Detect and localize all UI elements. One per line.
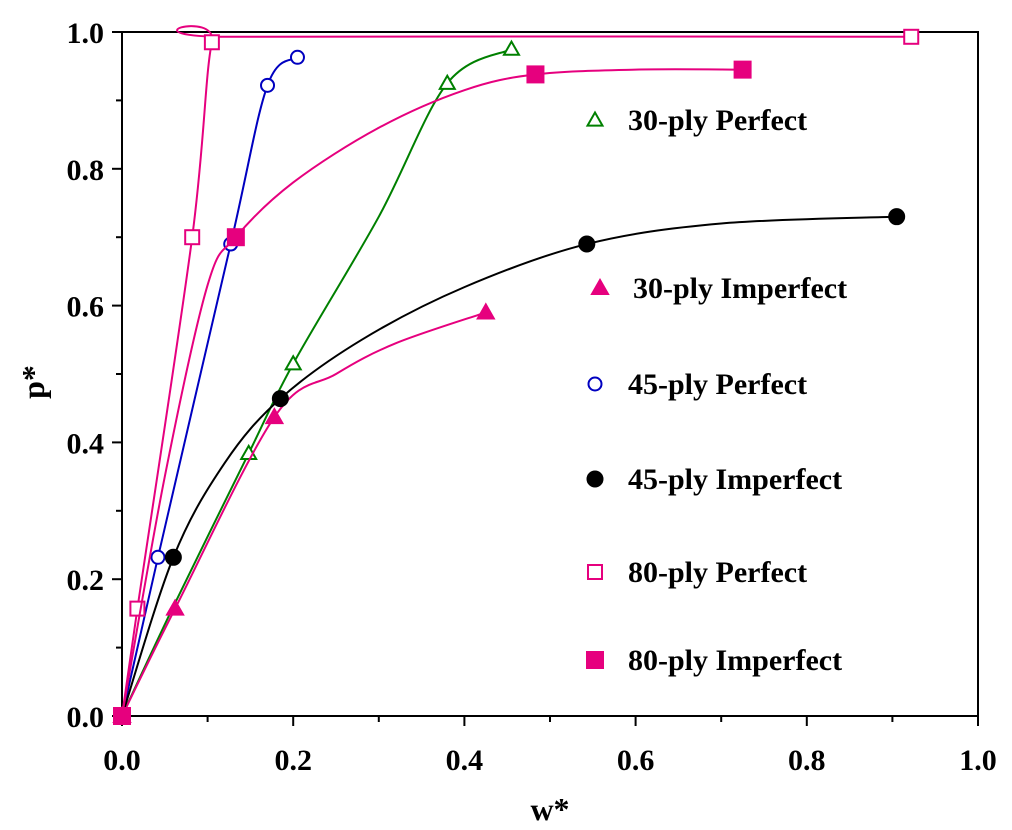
y-tick-label: 0.0 xyxy=(67,701,105,734)
data-point xyxy=(164,548,182,566)
legend-marker xyxy=(586,470,604,488)
legend-entry: 45-ply Perfect xyxy=(587,368,807,401)
legend-marker xyxy=(587,376,603,392)
y-tick-label: 0.2 xyxy=(67,564,105,597)
legend-label: 80-ply Imperfect xyxy=(628,644,842,677)
x-tick-label: 0.6 xyxy=(617,744,655,777)
legend-entry: 80-ply Imperfect xyxy=(586,644,842,677)
data-point xyxy=(165,598,185,616)
legend-label: 30-ply Perfect xyxy=(628,104,807,137)
legend: 30-ply Perfect 30-ply Imperfect 45-ply Per… xyxy=(585,104,847,677)
plot-area xyxy=(121,31,979,717)
y-tick-label: 0.4 xyxy=(67,427,105,460)
legend-marker xyxy=(586,651,604,669)
series-line xyxy=(121,68,743,717)
data-point xyxy=(264,407,285,425)
data-point xyxy=(502,39,521,56)
series-80-ply-imperfect xyxy=(113,60,752,725)
legend-entry: 80-ply Perfect xyxy=(587,556,807,589)
legend-marker xyxy=(587,564,603,580)
y-tick-label: 0.6 xyxy=(67,291,105,324)
x-tick-label: 0.0 xyxy=(103,744,141,777)
x-axis-title: w* xyxy=(530,791,569,827)
x-tick-label: 0.8 xyxy=(788,744,826,777)
data-point xyxy=(260,77,276,93)
y-axis-title: p* xyxy=(15,365,51,399)
data-point xyxy=(526,65,545,84)
legend-entry: 30-ply Imperfect xyxy=(590,272,847,305)
data-point xyxy=(733,60,752,79)
data-point xyxy=(283,354,303,371)
legend-entry: 45-ply Imperfect xyxy=(586,463,842,496)
series-45-ply-perfect xyxy=(114,49,305,724)
data-point xyxy=(903,28,920,45)
legend-label: 30-ply Imperfect xyxy=(633,272,847,305)
data-point xyxy=(438,73,457,90)
data-point xyxy=(184,229,201,246)
series-30-ply-imperfect xyxy=(112,302,496,723)
x-tick-label: 1.0 xyxy=(959,744,997,777)
series-line xyxy=(121,215,897,717)
axes: 0.0 0.2 0.4 0.6 0.8 1.0 0.0 0.2 0.4 0.6 0.8 1.0 xyxy=(67,17,997,777)
data-point xyxy=(289,49,305,65)
data-point xyxy=(150,549,166,565)
legend-label: 45-ply Perfect xyxy=(628,368,807,401)
series-line xyxy=(121,311,487,717)
data-point xyxy=(113,707,131,725)
data-point xyxy=(271,390,289,408)
legend-entry: 30-ply Perfect xyxy=(585,104,807,137)
data-point xyxy=(226,228,245,247)
series-layer xyxy=(112,25,920,725)
legend-label: 80-ply Perfect xyxy=(628,556,807,589)
data-point xyxy=(203,34,220,51)
series-line xyxy=(121,56,299,717)
data-point xyxy=(476,302,496,320)
legend-marker xyxy=(590,277,610,295)
data-point xyxy=(888,208,906,226)
y-tick-label: 1.0 xyxy=(67,17,105,50)
legend-label: 45-ply Imperfect xyxy=(628,463,842,496)
legend-marker xyxy=(585,110,605,127)
plot-frame xyxy=(121,31,979,717)
y-tick-label: 0.8 xyxy=(67,154,105,187)
x-tick-label: 0.4 xyxy=(446,744,484,777)
x-tick-label: 0.2 xyxy=(274,744,312,777)
data-point xyxy=(578,235,596,253)
